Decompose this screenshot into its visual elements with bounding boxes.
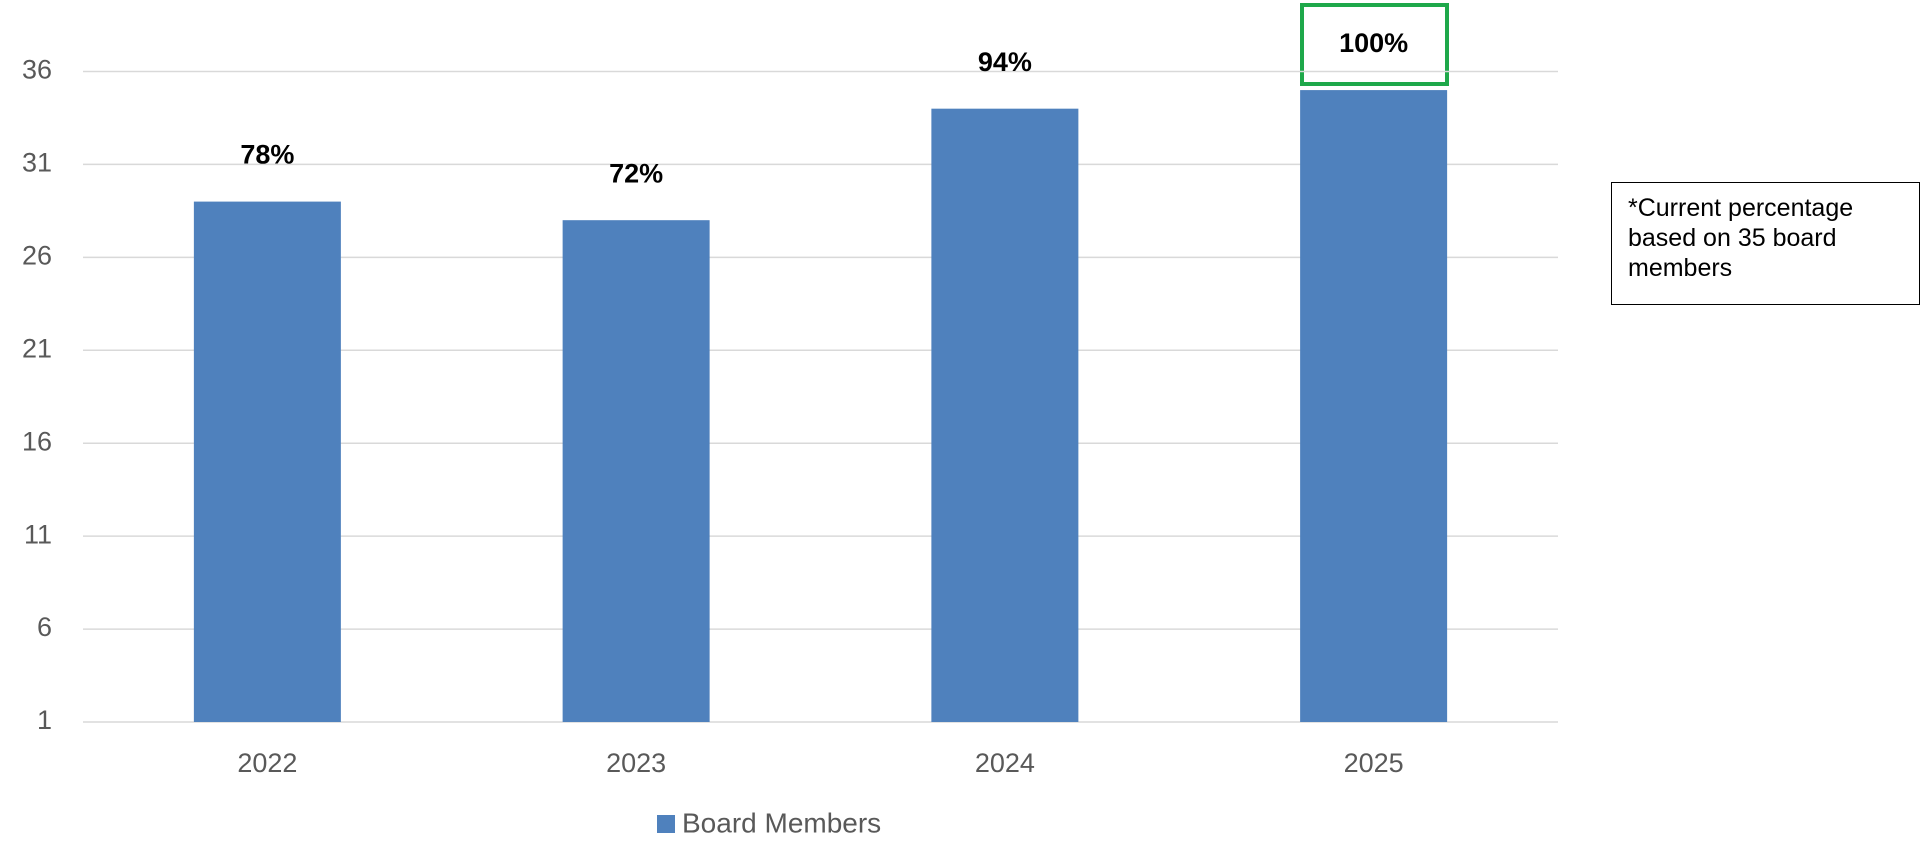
data-label: 94% bbox=[978, 47, 1032, 77]
legend-label: Board Members bbox=[682, 807, 881, 838]
data-label: 100% bbox=[1339, 28, 1408, 58]
y-tick-label: 16 bbox=[22, 426, 52, 456]
y-tick-label: 1 bbox=[37, 705, 52, 735]
y-tick-label: 31 bbox=[22, 148, 52, 178]
y-tick-label: 11 bbox=[24, 519, 52, 549]
bar bbox=[1300, 90, 1448, 723]
bar bbox=[931, 108, 1079, 722]
y-tick-label: 26 bbox=[22, 240, 52, 270]
note: *Current percentage based on 35 board me… bbox=[1611, 182, 1920, 305]
x-tick-label: 2023 bbox=[606, 748, 666, 778]
x-tick-label: 2025 bbox=[1344, 748, 1404, 778]
data-label: 72% bbox=[609, 158, 663, 188]
highlight-box bbox=[1300, 3, 1449, 86]
bar bbox=[193, 201, 341, 723]
y-tick-label: 21 bbox=[22, 333, 52, 363]
data-label: 78% bbox=[240, 140, 294, 170]
x-tick-label: 2024 bbox=[975, 748, 1035, 778]
legend-swatch bbox=[657, 815, 675, 833]
x-tick-label: 2022 bbox=[237, 748, 297, 778]
y-tick-label: 36 bbox=[22, 55, 52, 85]
y-tick-label: 6 bbox=[37, 612, 52, 642]
bar bbox=[562, 220, 710, 722]
